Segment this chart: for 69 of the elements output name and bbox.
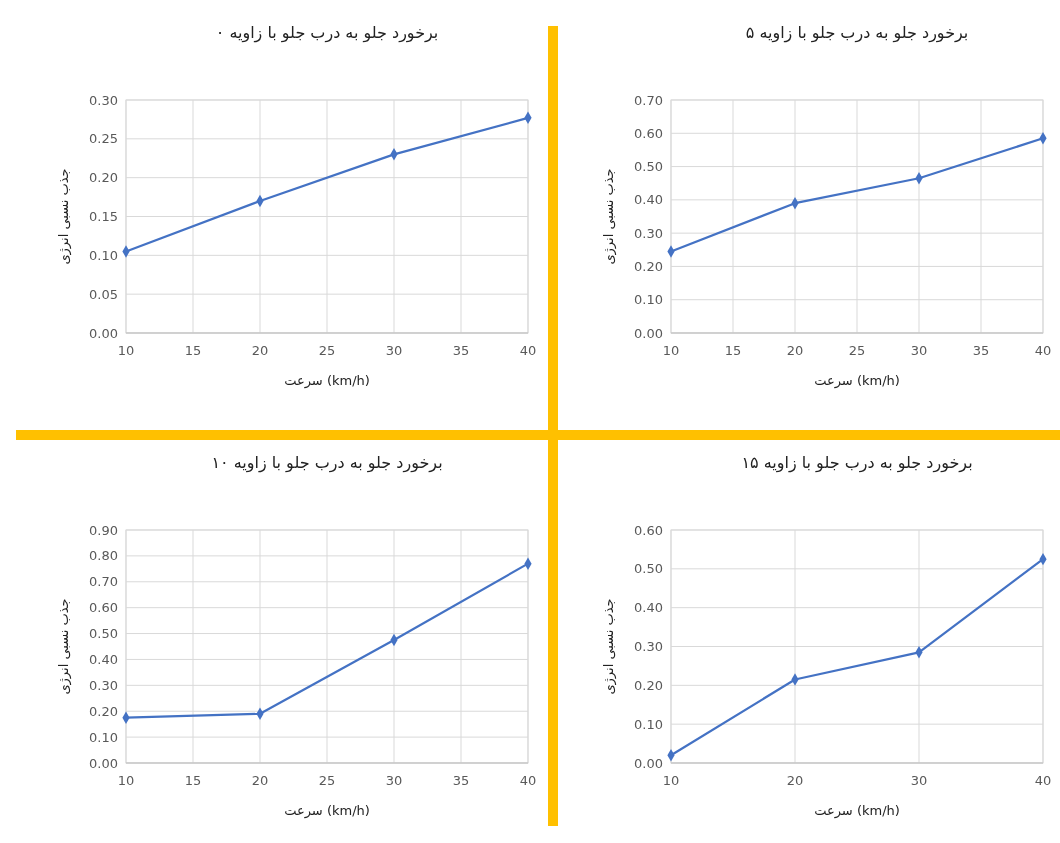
x-tick-label: 10	[662, 343, 680, 358]
x-axis-title: سرعت (km/h)	[284, 373, 370, 389]
x-tick-label: 40	[1034, 773, 1052, 788]
y-tick-label: 0.10	[89, 247, 118, 263]
y-tick-label: 0.30	[89, 677, 118, 693]
y-tick-label: 0.40	[634, 600, 663, 616]
y-tick-label: 0.70	[89, 574, 118, 590]
x-tick-label: 15	[184, 773, 202, 788]
x-tick-label: 35	[452, 343, 470, 358]
y-tick-label: 0.50	[89, 626, 118, 642]
y-axis-title: جذب نسبی انرژی	[601, 168, 617, 265]
y-tick-label: 0.60	[634, 522, 663, 538]
y-tick-label: 0.30	[634, 639, 663, 655]
x-tick-label: 20	[251, 343, 269, 358]
x-tick-label: 35	[972, 343, 990, 358]
chart-title: برخورد جلو به درب جلو با زاویه ۰	[215, 23, 439, 43]
x-axis-title: سرعت (km/h)	[284, 803, 370, 819]
x-axis-title: سرعت (km/h)	[814, 373, 900, 389]
y-tick-label: 0.05	[89, 286, 118, 302]
chart-title: برخورد جلو به درب جلو با زاویه ۵	[745, 23, 969, 43]
y-tick-label: 0.70	[634, 92, 663, 108]
y-tick-label: 0.00	[89, 325, 118, 341]
x-tick-label: 25	[318, 773, 336, 788]
y-tick-label: 0.20	[634, 258, 663, 274]
y-axis-title: جذب نسبی انرژی	[56, 168, 72, 265]
x-tick-label: 10	[117, 343, 135, 358]
x-tick-label: 25	[848, 343, 866, 358]
y-tick-label: 0.20	[89, 703, 118, 719]
y-tick-label: 0.40	[89, 651, 118, 667]
y-tick-label: 0.30	[634, 225, 663, 241]
x-tick-label: 15	[184, 343, 202, 358]
x-tick-label: 40	[519, 773, 537, 788]
x-tick-label: 30	[910, 773, 928, 788]
y-tick-label: 0.00	[634, 755, 663, 771]
x-tick-label: 20	[786, 343, 804, 358]
y-tick-label: 0.00	[89, 755, 118, 771]
x-tick-label: 40	[1034, 343, 1052, 358]
y-tick-label: 0.80	[89, 548, 118, 564]
x-tick-label: 30	[385, 773, 403, 788]
y-tick-label: 0.30	[89, 92, 118, 108]
x-tick-label: 40	[519, 343, 537, 358]
x-tick-label: 20	[786, 773, 804, 788]
y-tick-label: 0.90	[89, 522, 118, 538]
x-tick-label: 20	[251, 773, 269, 788]
x-tick-label: 15	[724, 343, 742, 358]
y-axis-title: جذب نسبی انرژی	[601, 598, 617, 695]
x-tick-label: 30	[910, 343, 928, 358]
y-tick-label: 0.50	[634, 561, 663, 577]
x-tick-label: 30	[385, 343, 403, 358]
y-tick-label: 0.10	[634, 292, 663, 308]
x-axis-title: سرعت (km/h)	[814, 803, 900, 819]
x-tick-label: 10	[662, 773, 680, 788]
y-tick-label: 0.60	[634, 125, 663, 141]
y-tick-label: 0.10	[634, 716, 663, 732]
x-tick-label: 10	[117, 773, 135, 788]
y-tick-label: 0.00	[634, 325, 663, 341]
chart-title: برخورد جلو به درب جلو با زاویه ۱۰	[211, 453, 443, 473]
x-tick-label: 25	[318, 343, 336, 358]
y-axis-title: جذب نسبی انرژی	[56, 598, 72, 695]
y-tick-label: 0.25	[89, 131, 118, 147]
y-tick-label: 0.15	[89, 209, 118, 225]
chart-title: برخورد جلو به درب جلو با زاویه ۱۵	[741, 453, 973, 473]
y-tick-label: 0.20	[89, 170, 118, 186]
y-tick-label: 0.40	[634, 192, 663, 208]
y-tick-label: 0.50	[634, 159, 663, 175]
y-tick-label: 0.20	[634, 677, 663, 693]
y-tick-label: 0.10	[89, 729, 118, 745]
x-tick-label: 35	[452, 773, 470, 788]
y-tick-label: 0.60	[89, 600, 118, 616]
